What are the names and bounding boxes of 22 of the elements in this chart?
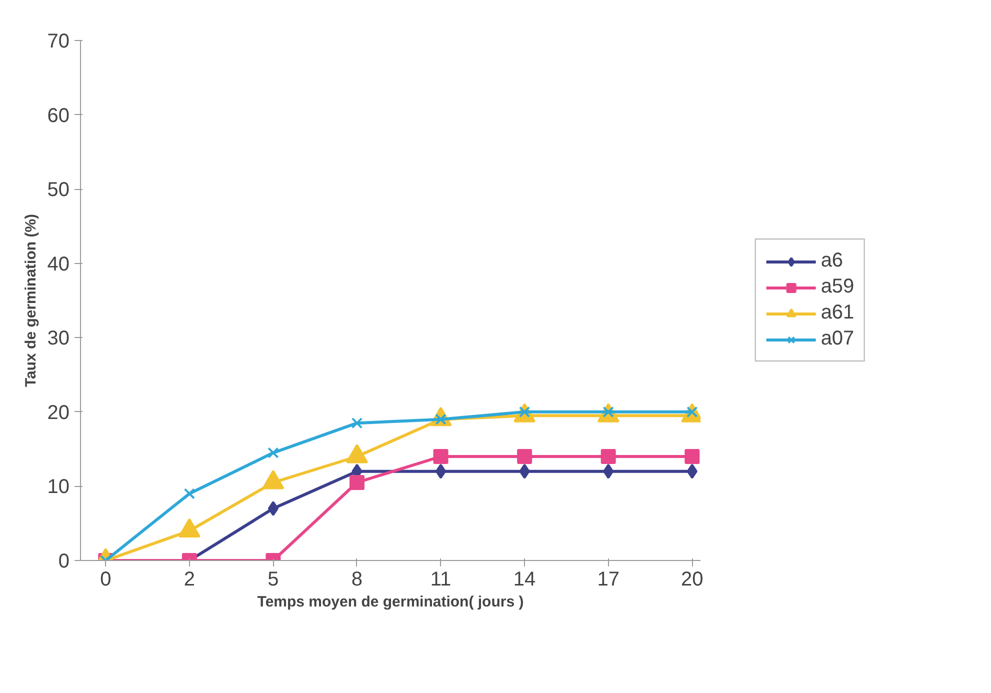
- y-tick-label: 60: [47, 104, 70, 127]
- y-tick-label: 20: [47, 402, 70, 424]
- y-tick-label: 0: [58, 550, 70, 572]
- x-tick-label: 17: [597, 568, 620, 590]
- legend-label: a61: [820, 302, 854, 324]
- x-tick-label: 14: [513, 568, 536, 590]
- y-axis-title: Taux de germination (%): [22, 214, 40, 388]
- x-tick-label: 8: [351, 568, 363, 590]
- x-tick-label: 20: [681, 568, 704, 590]
- x-tick-label: 11: [430, 568, 452, 590]
- x-tick-label: 2: [184, 568, 195, 590]
- y-tick-label: 50: [47, 179, 70, 202]
- x-tick-label: 0: [100, 568, 112, 590]
- x-axis-title: Temps moyen de germination( jours ): [257, 594, 524, 610]
- legend-label: a59: [820, 276, 854, 298]
- y-tick-label: 70: [47, 30, 70, 52]
- legend-label: a6: [820, 250, 844, 272]
- y-tick-label: 30: [47, 328, 70, 350]
- legend-label: a07: [820, 328, 854, 350]
- y-tick-label: 10: [47, 476, 70, 498]
- y-tick-label: 40: [47, 253, 70, 276]
- x-tick-label: 5: [268, 568, 279, 590]
